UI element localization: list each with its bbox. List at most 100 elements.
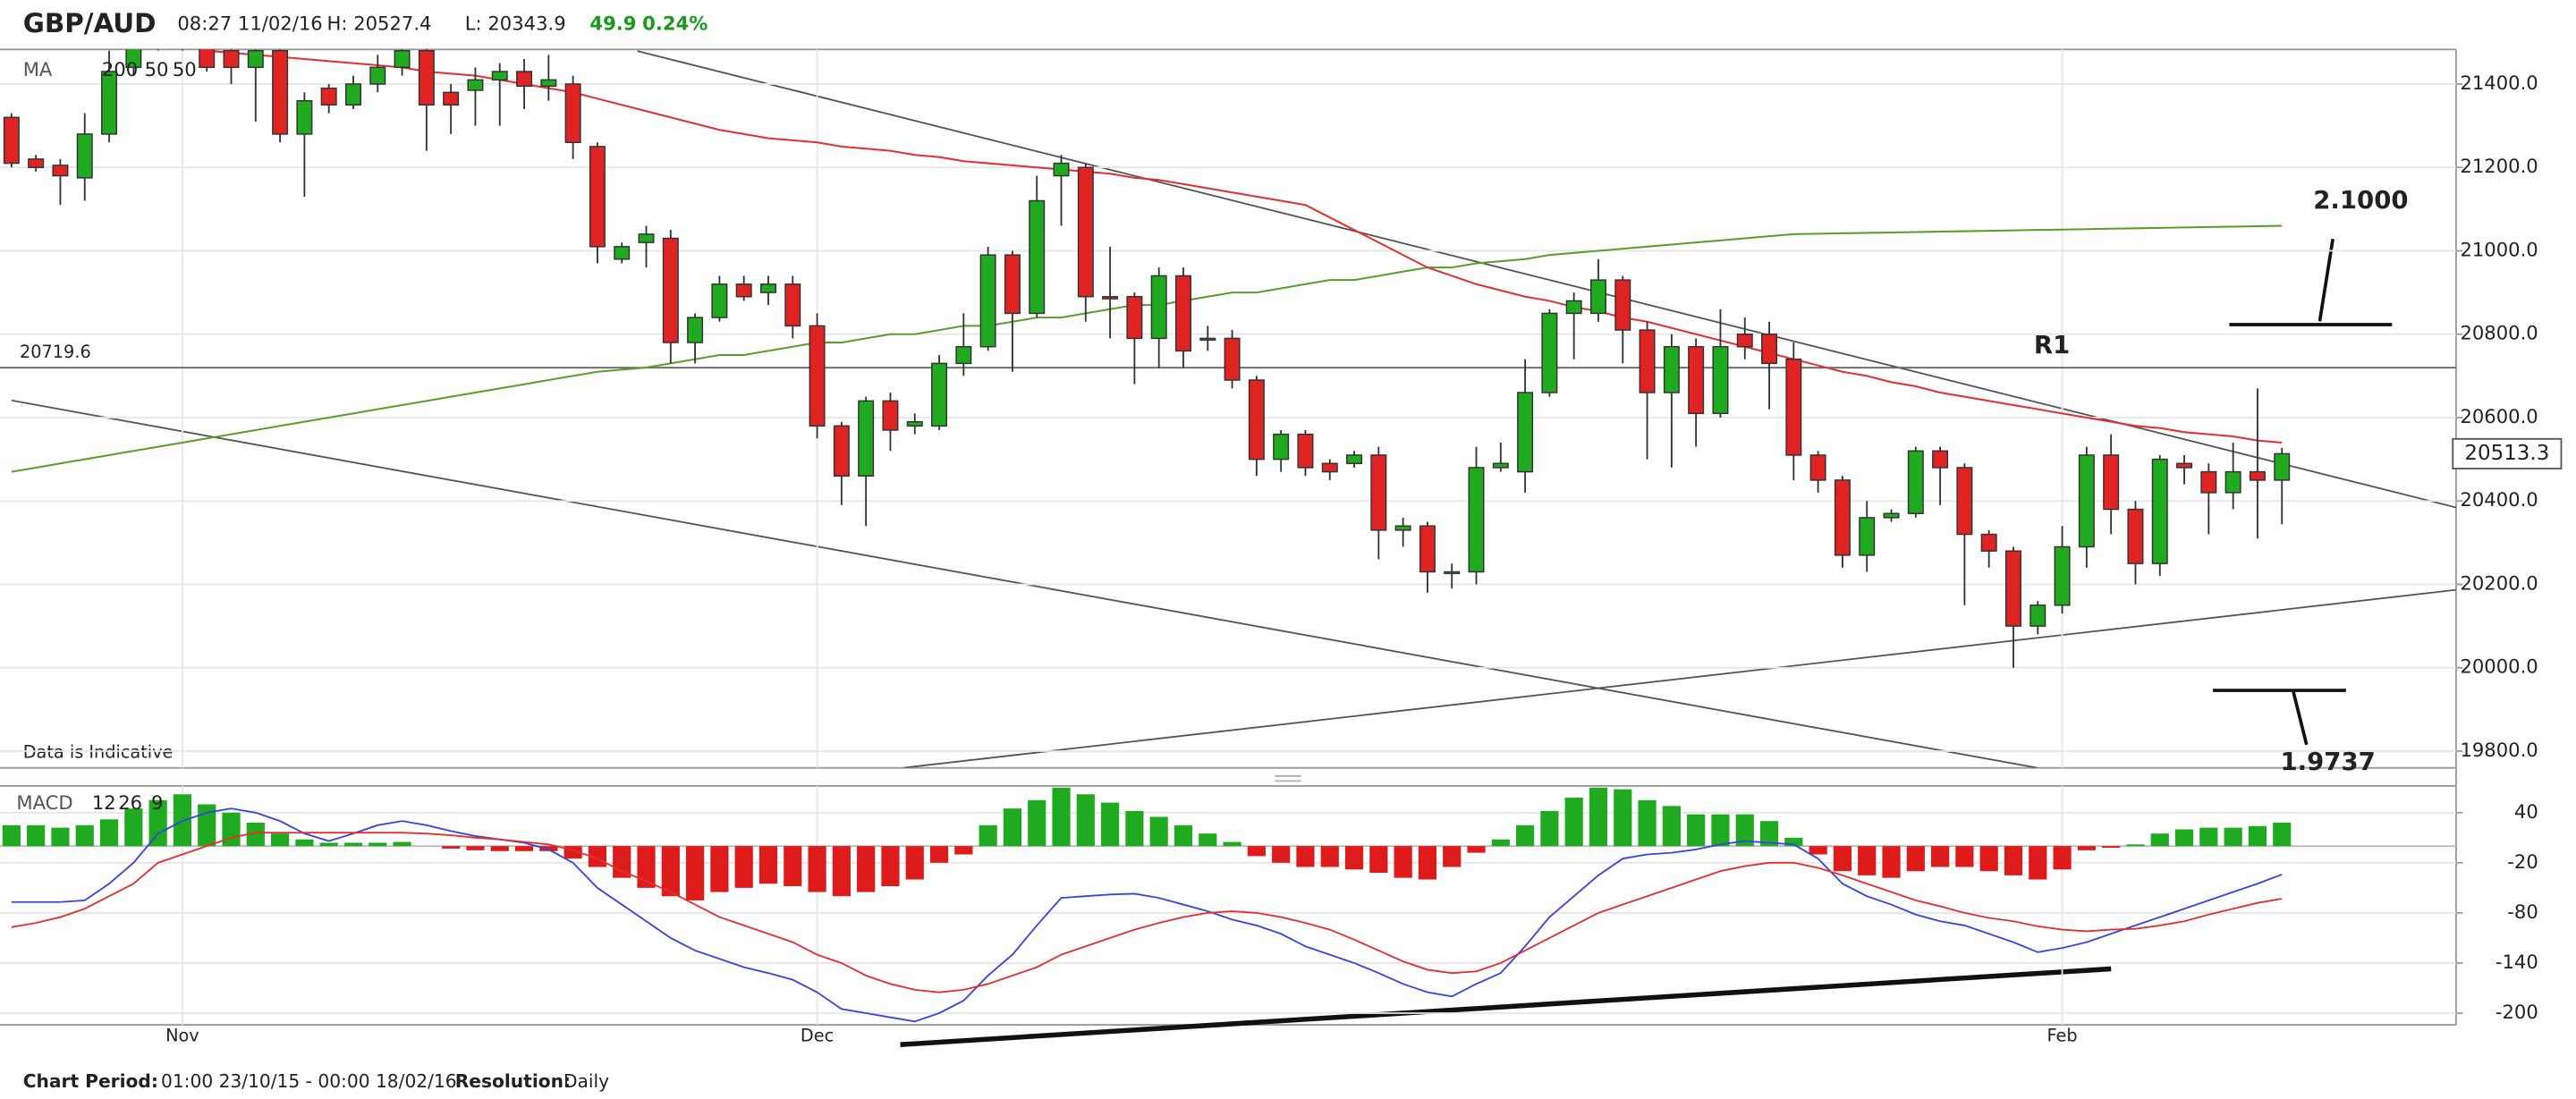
histogram-bar: [613, 846, 631, 878]
candle-body: [759, 283, 776, 293]
histogram-bar: [881, 846, 900, 887]
histogram-bar: [198, 804, 216, 847]
candle-body: [1224, 337, 1241, 381]
candle-body: [1199, 337, 1216, 341]
high-value: H: 20527.4: [327, 13, 432, 35]
histogram-bar: [343, 842, 363, 847]
candle-body: [662, 237, 679, 343]
candle-body: [1492, 462, 1509, 469]
note: Data is Indicative: [23, 742, 174, 763]
low-value: L: 20343.9: [465, 13, 566, 35]
candle-body: [1297, 433, 1314, 469]
histogram-bar: [2150, 833, 2169, 847]
histogram-bar: [734, 846, 753, 888]
annotation: 2.1000: [2313, 185, 2408, 215]
histogram-bar: [929, 846, 949, 863]
candle-body: [1859, 517, 1876, 556]
y-tick-label: 40: [2514, 800, 2538, 823]
histogram-bar: [2126, 844, 2145, 847]
y-tick-label: 20200.0: [2460, 571, 2538, 594]
histogram-bar: [2102, 846, 2121, 849]
histogram-bar: [1149, 816, 1168, 847]
candle-body: [1517, 392, 1534, 473]
histogram-bar: [1199, 833, 1217, 847]
histogram-bar: [222, 812, 241, 847]
y-tick-label: -20: [2507, 850, 2538, 873]
histogram-bar: [1540, 810, 1559, 847]
y-tick-label: -80: [2507, 900, 2538, 923]
timestamp: 08:27 11/02/16: [177, 13, 322, 35]
y-tick-label: 20400.0: [2460, 488, 2538, 511]
candle-body: [2249, 470, 2266, 481]
drag-handle[interactable]: [1275, 774, 1301, 782]
candle-body: [76, 133, 93, 179]
histogram-bar: [2224, 827, 2242, 847]
y-tick-label: 20600.0: [2460, 405, 2538, 427]
candle-body: [1639, 329, 1656, 393]
candle-body: [906, 420, 923, 427]
x-tick-label: Feb: [2047, 1025, 2078, 1045]
macd-line: [11, 807, 2283, 1023]
candle-body: [320, 87, 337, 106]
candle-body: [2274, 452, 2291, 481]
histogram-bar: [319, 842, 338, 847]
histogram-bar: [270, 833, 290, 847]
histogram-bar: [514, 846, 534, 851]
histogram-bar: [1467, 846, 1486, 853]
candle-body: [1688, 345, 1705, 415]
candle-body: [638, 233, 655, 243]
histogram-bar: [75, 824, 94, 847]
candle-body: [1980, 533, 1997, 552]
candle-body: [125, 49, 142, 69]
candle-body: [931, 362, 948, 427]
candle-body: [1029, 199, 1046, 315]
candle-body: [2029, 604, 2046, 627]
period-label: Chart Period:: [23, 1070, 158, 1092]
histogram-bar: [295, 839, 314, 847]
y-tick-label: -200: [2496, 1001, 2538, 1023]
candle-body: [2054, 545, 2071, 606]
histogram-bar: [1759, 821, 1779, 847]
candle-body: [491, 71, 508, 81]
y-tick-label: 19800.0: [2460, 739, 2538, 761]
candle-body: [1174, 275, 1191, 352]
candle-body: [1077, 166, 1094, 298]
candle-body: [979, 254, 996, 348]
x-tick-label: Dec: [801, 1025, 834, 1045]
histogram-bar: [1955, 846, 1974, 867]
histogram-bar: [857, 846, 876, 892]
macd-plot: [0, 787, 2456, 1023]
annotation-line: [2292, 691, 2309, 746]
candle-body: [1444, 571, 1461, 575]
candle-body: [955, 345, 972, 365]
histogram-bar: [1882, 846, 1901, 878]
histogram-bar: [246, 823, 265, 847]
candle-body: [223, 49, 240, 69]
candle-body: [784, 283, 801, 327]
candle-body: [882, 400, 899, 431]
legend-entry: 50: [145, 58, 169, 80]
histogram-bar: [1369, 846, 1388, 874]
candle-body: [2200, 470, 2217, 494]
macd-param: 26: [118, 791, 142, 814]
y-tick-label: 21200.0: [2460, 155, 2538, 177]
candle-body: [1663, 345, 1680, 393]
histogram-bar: [1223, 841, 1241, 847]
histogram-bar: [1491, 839, 1510, 847]
candle-body: [296, 99, 313, 135]
price-plot: [0, 49, 2456, 668]
histogram-bar: [1247, 846, 1266, 857]
histogram-bar: [637, 846, 656, 888]
candle-body: [1809, 454, 1826, 481]
histogram-bar: [124, 808, 143, 847]
histogram-bar: [1638, 799, 1657, 847]
candle-body: [1565, 300, 1582, 315]
candle-body: [199, 49, 216, 69]
histogram-bar: [2174, 829, 2194, 847]
histogram-bar: [1979, 846, 1998, 872]
annotation: 1.9737: [2281, 747, 2376, 776]
candle-body: [1321, 462, 1338, 473]
candle-body: [1883, 512, 1900, 519]
